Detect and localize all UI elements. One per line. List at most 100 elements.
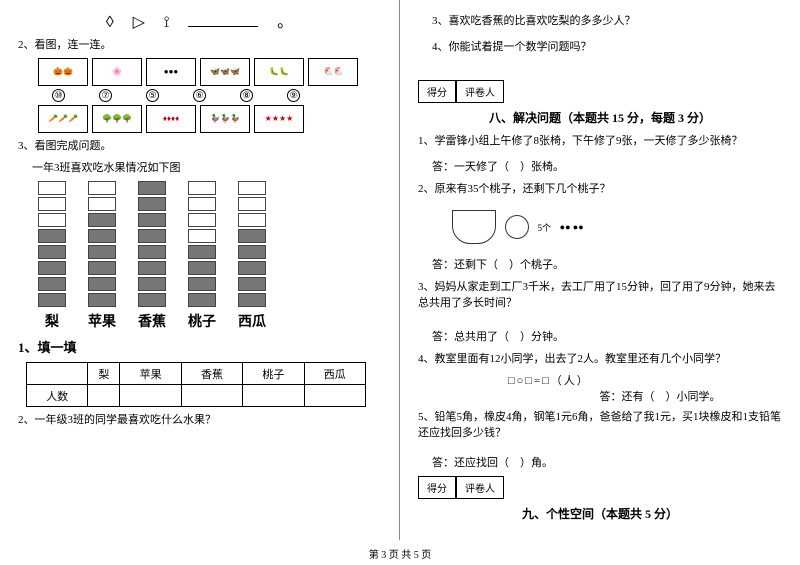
- pic-carrots: 🥕🥕🥕: [38, 105, 88, 133]
- s8-5: 5、铅笔5角，橡皮4角，钢笔1元6角，爸爸给了我1元，买1块橡皮和1支铅笔还应找…: [418, 408, 782, 440]
- table-row: 人数: [27, 385, 366, 407]
- chart-block: [138, 261, 166, 275]
- chart-block: [38, 277, 66, 291]
- th-pear: 梨: [88, 363, 120, 385]
- table-row: 梨 苹果 香蕉 桃子 西瓜: [27, 363, 366, 385]
- reviewer-label-2: 评卷人: [456, 476, 504, 499]
- section-8-title: 八、解决问题（本题共 15 分，每题 3 分）: [418, 109, 782, 126]
- th-watermelon: 西瓜: [304, 363, 365, 385]
- chart-block: [138, 197, 166, 211]
- chart-block: [138, 293, 166, 307]
- right-column: 3、喜欢吃香蕉的比喜欢吃梨的多多少人？ 4、你能试着提一个数学问题吗？ 得分 评…: [400, 0, 800, 540]
- bar-column: [38, 181, 66, 307]
- left-column: ◊ ▷ ⟟ 。 2、看图，连一连。 🎃🎃 🌸 ●●● 🦋🦋🦋 🐛🐛 🐔🐔 ⑩ ⑦…: [0, 0, 400, 540]
- chart-block: [238, 213, 266, 227]
- section-9-title: 九、个性空间（本题共 5 分）: [418, 505, 782, 522]
- chart-labels: 梨 苹果 香蕉 桃子 西瓜: [38, 311, 381, 331]
- chart-block: [38, 197, 66, 211]
- th-peach: 桃子: [243, 363, 304, 385]
- q2-label: 2、看图，连一连。: [18, 36, 381, 52]
- num-9: ⑨: [287, 89, 300, 102]
- score-box-2: 得分 评卷人: [418, 476, 782, 499]
- th-banana: 香蕉: [181, 363, 242, 385]
- cell[interactable]: [243, 385, 304, 407]
- chart-block: [188, 181, 216, 195]
- reviewer-label: 评卷人: [456, 80, 504, 103]
- cell[interactable]: [88, 385, 120, 407]
- num-10: ⑩: [52, 89, 65, 102]
- pic-eggs: ●●●: [146, 58, 196, 86]
- s8-3-answer: 答：总共用了（ ）分钟。: [432, 328, 782, 344]
- label-peach: 桃子: [188, 311, 216, 331]
- fill-title: 1、填一填: [18, 337, 381, 356]
- chart-block: [88, 229, 116, 243]
- s8-3: 3、妈妈从家走到工厂3千米，去工厂用了15分钟，回了用了9分钟，她来去总共用了多…: [418, 278, 782, 310]
- chart-block: [88, 261, 116, 275]
- chart-block: [138, 181, 166, 195]
- cell[interactable]: [181, 385, 242, 407]
- chart-block: [238, 277, 266, 291]
- chart-block: [138, 213, 166, 227]
- cell[interactable]: [304, 385, 365, 407]
- pic-butterflies: 🦋🦋🦋: [200, 58, 250, 86]
- pic-row-1: 🎃🎃 🌸 ●●● 🦋🦋🦋 🐛🐛 🐔🐔: [38, 58, 381, 86]
- chart-block: [88, 213, 116, 227]
- number-row: ⑩ ⑦ ⑤ ⑥ ⑧ ⑨: [52, 89, 381, 102]
- s8-4-answer: 答：还有（ ）小同学。: [538, 388, 782, 404]
- chart-block: [238, 261, 266, 275]
- chart-block: [238, 197, 266, 211]
- pic-pumpkins: 🎃🎃: [38, 58, 88, 86]
- chart-block: [38, 213, 66, 227]
- bar-column: [238, 181, 266, 307]
- chart-block: [38, 293, 66, 307]
- chart-block: [188, 245, 216, 259]
- s8-4: 4、教室里面有12小同学，出去了2人。教室里还有几个小同学？: [418, 350, 782, 366]
- num-8: ⑧: [240, 89, 253, 102]
- five-label: 5个: [538, 221, 552, 234]
- s8-5-answer: 答：还应找回（ ）角。: [432, 454, 782, 470]
- q3-label: 3、看图完成问题。: [18, 137, 381, 153]
- chart-block: [138, 277, 166, 291]
- chart-block: [38, 181, 66, 195]
- chart-block: [188, 197, 216, 211]
- bar-column: [88, 181, 116, 307]
- s8-2-answer: 答：还剩下（ ）个桃子。: [432, 256, 782, 272]
- bar-column: [138, 181, 166, 307]
- s8-4-equation: □○□=□（人）: [508, 372, 782, 388]
- s8-1: 1、学雷锋小组上午修了8张椅，下午修了9张，一天修了多少张椅？: [418, 132, 782, 148]
- row-header: 人数: [27, 385, 88, 407]
- chart-block: [188, 293, 216, 307]
- chart-block: [238, 293, 266, 307]
- chart-block: [238, 245, 266, 259]
- chart-block: [88, 245, 116, 259]
- page-footer: 第 3 页 共 5 页: [0, 546, 800, 561]
- chart-block: [38, 229, 66, 243]
- chart-block: [238, 181, 266, 195]
- basket-icon: [452, 210, 496, 244]
- label-pear: 梨: [38, 311, 66, 331]
- chart-block: [88, 197, 116, 211]
- score-box-1: 得分 评卷人: [418, 80, 782, 103]
- icon-shape-1: ◊: [106, 14, 114, 32]
- cell[interactable]: [120, 385, 181, 407]
- chart-block: [238, 229, 266, 243]
- fruit-table: 梨 苹果 香蕉 桃子 西瓜 人数: [26, 362, 366, 407]
- pic-chickens: 🐔🐔: [308, 58, 358, 86]
- label-apple: 苹果: [88, 311, 116, 331]
- num-7: ⑦: [99, 89, 112, 102]
- th-apple: 苹果: [120, 363, 181, 385]
- score-label: 得分: [418, 80, 456, 103]
- pic-stars: ★★★★: [254, 105, 304, 133]
- s8-1-answer: 答：一天修了（ ）张椅。: [432, 158, 782, 174]
- pic-red: ♦♦♦♦: [146, 105, 196, 133]
- chart-block: [88, 277, 116, 291]
- th-blank: [27, 363, 88, 385]
- chart-block: [188, 213, 216, 227]
- r-q4: 4、你能试着提一个数学问题吗？: [432, 38, 782, 54]
- chart-block: [138, 229, 166, 243]
- pic-bugs: 🐛🐛: [254, 58, 304, 86]
- chart-block: [188, 277, 216, 291]
- child-icon: [505, 215, 529, 239]
- pic-row-2: 🥕🥕🥕 🌳🌳🌳 ♦♦♦♦ 🦆🦆🦆 ★★★★: [38, 105, 381, 133]
- pic-trees: 🌳🌳🌳: [92, 105, 142, 133]
